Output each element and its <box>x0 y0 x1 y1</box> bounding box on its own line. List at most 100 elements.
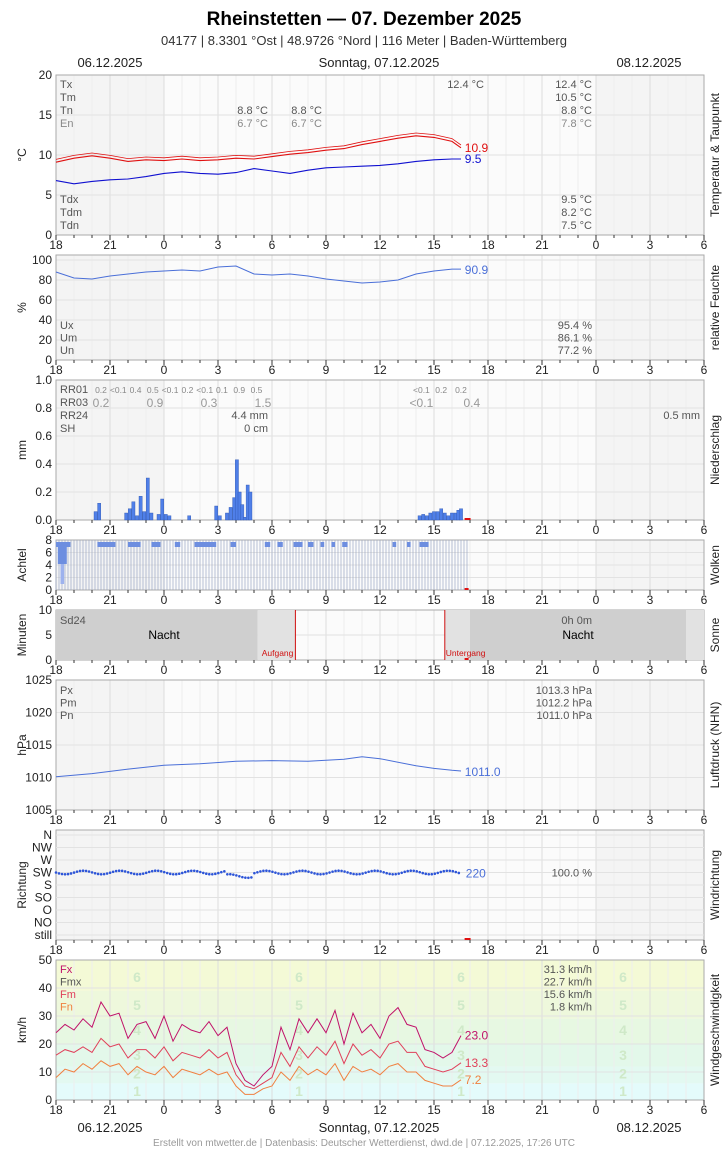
x-tick-label: 18 <box>481 523 495 537</box>
direction-point <box>96 872 100 876</box>
direction-point <box>397 872 400 875</box>
x-tick-label: 0 <box>161 238 168 252</box>
x-tick-label: 21 <box>103 363 117 377</box>
x-tick-label: 6 <box>269 593 276 607</box>
x-tick-label: 12 <box>373 523 387 537</box>
beaufort-label: 1 <box>133 1083 141 1099</box>
series-line <box>55 756 462 778</box>
stat-value: 1013.3 hPa <box>536 685 593 697</box>
x-tick-label: 6 <box>269 663 276 677</box>
x-tick-label: 21 <box>103 943 117 957</box>
direction-point <box>205 872 208 876</box>
direction-point <box>451 869 455 873</box>
x-tick-label: 18 <box>481 943 495 957</box>
direction-point <box>289 871 292 875</box>
stat-label: Pm <box>60 698 77 710</box>
rr03-value: 0.2 <box>93 396 110 410</box>
beaufort-label: 5 <box>133 997 141 1013</box>
x-tick-label: 3 <box>647 663 654 677</box>
x-tick-label: 18 <box>49 593 63 607</box>
y-tick-label: 6 <box>45 546 52 560</box>
rr01-value: <0.1 <box>110 385 127 395</box>
x-tick-label: 3 <box>215 363 222 377</box>
direction-point <box>403 870 406 874</box>
direction-point <box>126 870 130 874</box>
y-tick-label: O <box>43 903 52 917</box>
direction-point <box>183 870 187 874</box>
stat-label: RR03 <box>60 397 88 409</box>
panel-side-title: Niederschlag <box>708 415 722 485</box>
direction-point <box>310 871 313 874</box>
precip-bar <box>124 512 128 521</box>
x-tick-label: 15 <box>427 363 441 377</box>
direction-point <box>457 871 461 875</box>
stat-label: Fx <box>60 964 73 976</box>
x-tick-label: 3 <box>647 813 654 827</box>
direction-point <box>147 870 151 874</box>
stat-value: 4.4 mm <box>231 410 268 422</box>
cloud-block <box>97 542 116 547</box>
x-tick-label: 21 <box>535 663 549 677</box>
x-tick-label: 6 <box>701 523 708 537</box>
x-tick-label: 15 <box>427 813 441 827</box>
x-tick-label: 3 <box>647 363 654 377</box>
cloud-block <box>128 542 141 547</box>
precip-bar <box>138 496 143 521</box>
stat-value: 0h 0m <box>561 615 592 627</box>
precip-bar <box>248 491 253 521</box>
series-line <box>55 265 461 284</box>
direction-point <box>424 872 428 876</box>
y-tick-label: 50 <box>39 953 53 967</box>
direction-point <box>352 872 355 876</box>
stat-label: Pn <box>60 710 73 722</box>
stat-value: 15.6 km/h <box>544 989 592 1001</box>
direction-point <box>123 870 127 873</box>
series-end-label: 13.3 <box>465 1056 489 1070</box>
direction-point <box>159 869 163 873</box>
y-tick-label: 20 <box>39 68 53 82</box>
panel-side-title: Wolken <box>708 545 722 585</box>
series-end-label: 10.9 <box>465 141 489 155</box>
direction-point <box>442 869 446 873</box>
y-tick-label: S <box>44 878 52 892</box>
y-tick-label: 5 <box>45 188 52 202</box>
x-tick-label: 9 <box>323 943 330 957</box>
cloud-block <box>331 542 335 547</box>
direction-point <box>436 871 440 875</box>
x-tick-label: 0 <box>593 813 600 827</box>
precip-bar <box>425 515 429 521</box>
beaufort-label: 6 <box>457 969 465 985</box>
direction-point <box>361 872 364 875</box>
x-tick-label: 18 <box>49 523 63 537</box>
beaufort-label: 3 <box>295 1047 303 1063</box>
x-tick-label: 6 <box>269 1103 276 1117</box>
stat-label: Sd24 <box>60 615 86 627</box>
precip-bar <box>421 514 426 521</box>
series-end-label: 23.0 <box>465 1029 489 1043</box>
direction-point <box>217 871 220 875</box>
x-tick-label: 3 <box>647 593 654 607</box>
direction-point <box>229 872 232 876</box>
stat-label: Tdn <box>60 220 79 232</box>
cloud-block <box>174 542 181 547</box>
y-tick-label: 8 <box>45 533 52 547</box>
x-tick-label: 15 <box>427 238 441 252</box>
direction-point <box>247 876 250 880</box>
direction-point <box>111 870 115 874</box>
y-axis-label: Minuten <box>15 614 29 657</box>
rr01-value: 0.2 <box>181 385 193 395</box>
x-tick-label: 18 <box>481 238 495 252</box>
direction-point <box>93 871 97 875</box>
direction-point <box>162 870 166 874</box>
y-tick-label: 1.0 <box>35 373 52 387</box>
x-tick-label: 12 <box>373 943 387 957</box>
series-line <box>55 158 461 185</box>
x-tick-label: 0 <box>593 943 600 957</box>
x-tick-label: 21 <box>535 1103 549 1117</box>
direction-point <box>355 872 358 876</box>
stat-value: 7.8 °C <box>561 118 592 130</box>
precip-bar <box>187 515 192 521</box>
x-tick-label: 9 <box>323 238 330 252</box>
stat-label: Px <box>60 685 73 697</box>
